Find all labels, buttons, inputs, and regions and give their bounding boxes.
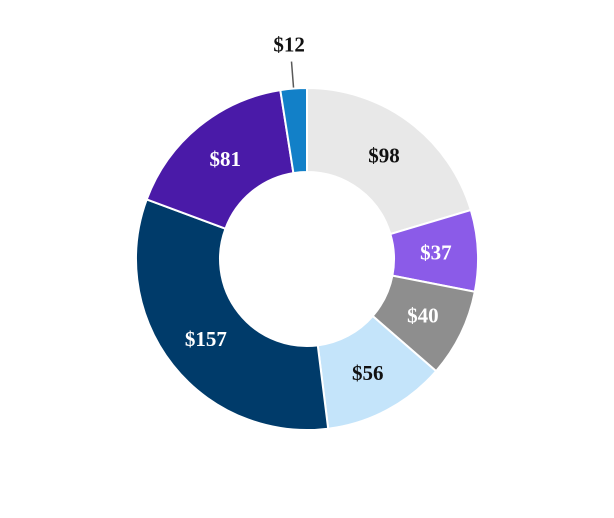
donut-slice-4 — [135, 198, 330, 431]
slice-value-label-4: $157 — [185, 327, 227, 351]
slice-value-label-1: $37 — [420, 241, 452, 265]
slice-value-label-6: $12 — [273, 33, 305, 57]
slice-value-label-0: $98 — [368, 144, 400, 168]
callout-leader-line — [290, 61, 295, 88]
donut-slice-0 — [306, 86, 473, 236]
donut-slice-6 — [279, 86, 308, 175]
donut-slice-5 — [145, 88, 295, 230]
slice-value-label-2: $40 — [407, 304, 439, 328]
slice-value-label-3: $56 — [352, 361, 384, 385]
slice-value-label-5: $81 — [210, 147, 242, 171]
